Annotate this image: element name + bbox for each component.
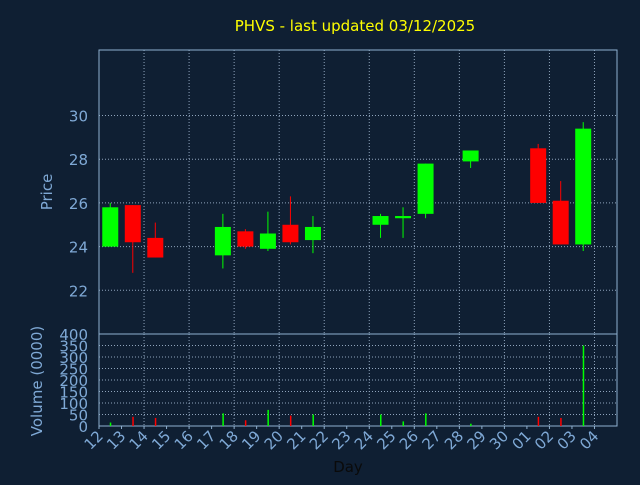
candle-body [552,200,569,245]
price-tick-labels: 22 24 26 28 30 [69,108,88,301]
candle-body [304,226,321,241]
volume-grid [99,333,617,427]
price-axis-label: Price [38,174,56,211]
volume-bar [402,421,405,426]
candle-body [417,163,434,214]
candle-body [395,216,412,219]
volume-tick-label: 100 [59,395,88,413]
volume-tick-label: 0 [78,418,88,436]
x-tick-labels: 1213141516171819202122232425262728293001… [81,426,602,453]
volume-bar [244,420,247,426]
volume-tick-label: 150 [59,384,88,402]
candles [102,122,592,273]
price-grid [99,50,617,334]
candle-body [147,237,164,258]
volume-tick-label: 400 [59,326,88,344]
volume-bar [289,415,292,426]
x-axis-label: Day [333,458,363,476]
volume-tick-label: 250 [59,361,88,379]
volume-bar [582,345,585,426]
candle-body [462,150,479,162]
volume-tick-label: 200 [59,372,88,390]
candle-body [372,216,389,225]
volume-axis-label: Volume (0000) [28,326,46,436]
price-tick-label: 28 [69,151,88,169]
volume-bars [109,345,585,426]
volume-tick-label: 50 [69,407,88,425]
volume-bar [109,422,112,426]
volume-bar [380,414,382,426]
candle-body [575,128,592,245]
volume-tick-label: 350 [59,338,88,356]
volume-bar [154,417,157,426]
candle-body [259,233,276,249]
volume-tick-label: 300 [59,349,88,367]
volume-bar [537,416,540,426]
volume-bar [312,414,314,426]
volume-bar [132,416,134,426]
volume-bar [267,409,269,426]
volume-bar [560,417,562,426]
candle-body [237,231,254,247]
price-tick-label: 26 [69,195,88,213]
candle-body [214,226,231,256]
chart-title: PHVS - last updated 03/12/2025 [235,17,475,35]
price-tick-label: 22 [69,282,88,300]
price-tick-label: 30 [69,108,88,126]
volume-panel-frame [98,333,618,427]
candle-body [530,148,547,203]
volume-bar [425,413,427,426]
volume-bar [470,423,472,426]
price-tick-label: 24 [69,239,88,257]
volume-bar [222,413,224,426]
candle-body [102,207,119,247]
candle-body [124,205,141,243]
candle-body [282,224,299,243]
